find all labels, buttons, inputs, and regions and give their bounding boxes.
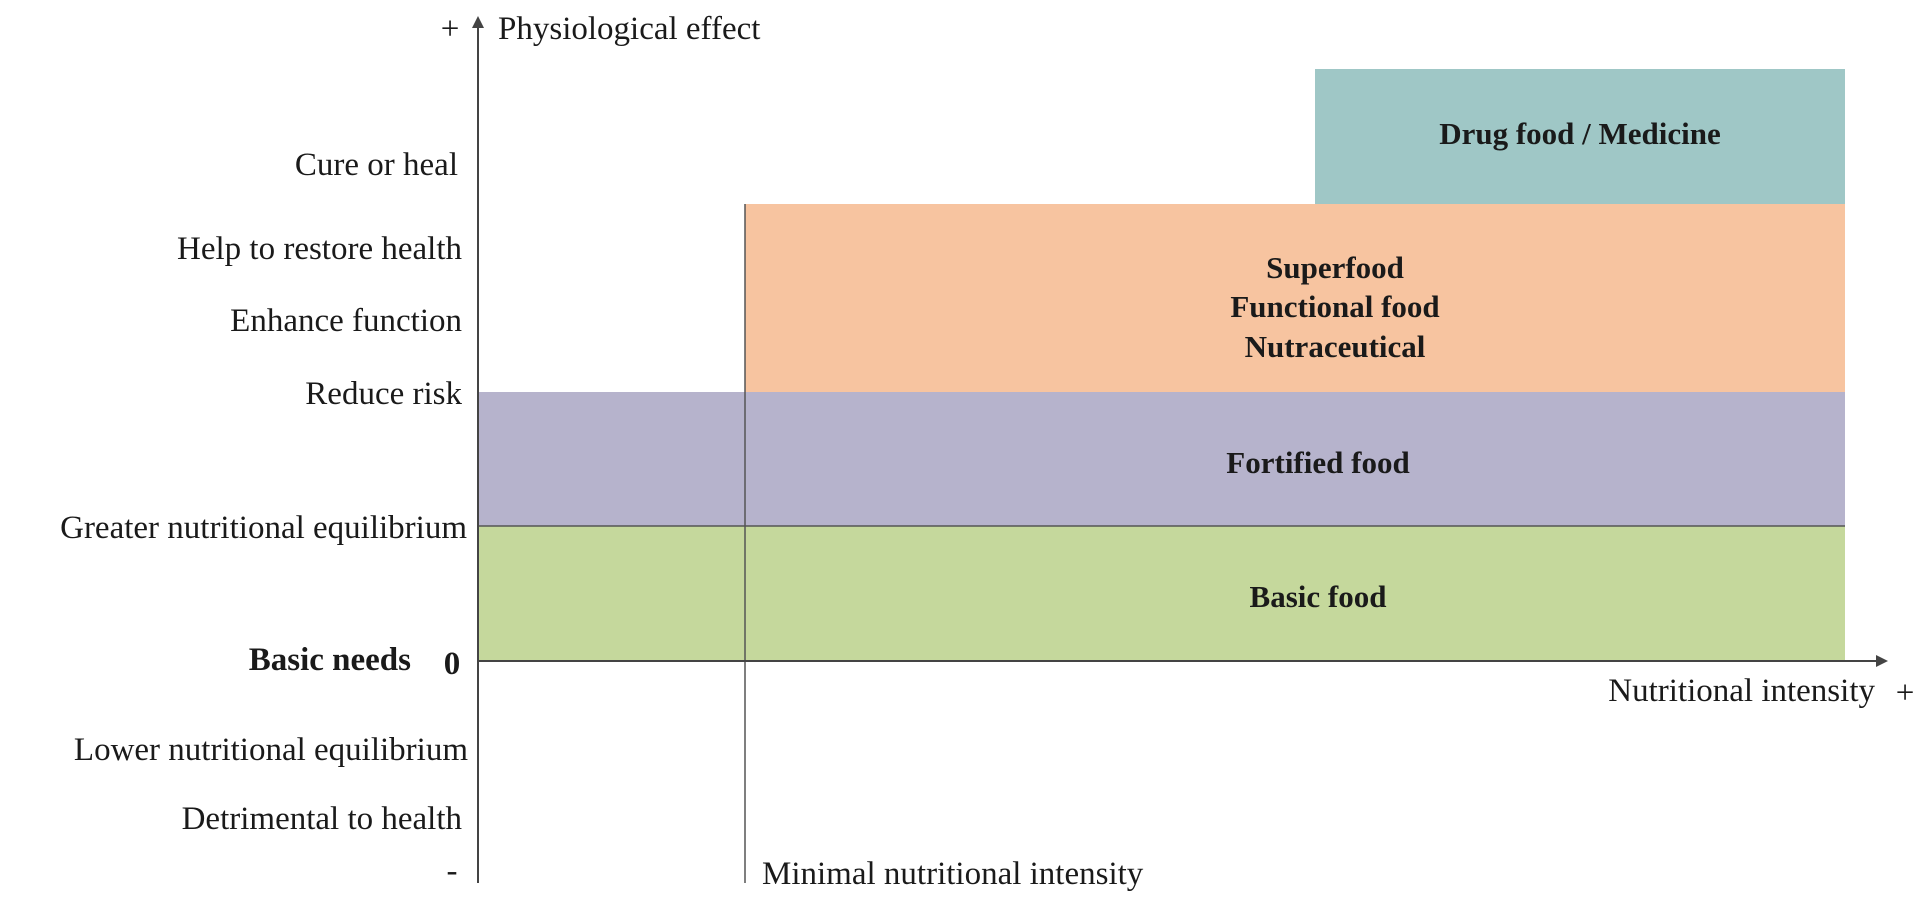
y-level-lower: Lower nutritional equilibrium	[74, 732, 468, 768]
zone-label-drug: Drug food / Medicine	[1439, 116, 1721, 151]
zone-label-basic: Basic food	[1250, 579, 1387, 614]
zone-fortified-food	[478, 392, 1845, 526]
y-level-cure: Cure or heal	[295, 147, 458, 183]
y-level-enhance: Enhance function	[230, 303, 462, 339]
minimal-intensity-label: Minimal nutritional intensity	[762, 856, 1144, 892]
zone-label-nutraceutical: Nutraceutical	[1245, 329, 1426, 364]
y-axis-minus: -	[447, 853, 458, 889]
y-level-detrimental: Detrimental to health	[182, 801, 463, 837]
zone-basic-food	[478, 526, 1845, 661]
x-axis-plus: +	[1896, 675, 1915, 711]
y-level-greater: Greater nutritional equilibrium	[60, 510, 467, 546]
zone-label-superfood: Superfood	[1266, 250, 1404, 285]
zone-superfood	[745, 204, 1845, 392]
y-axis-title: Physiological effect	[498, 11, 760, 47]
x-axis-title: Nutritional intensity	[1608, 673, 1875, 709]
y-level-restore: Help to restore health	[177, 231, 462, 267]
y-axis-plus: +	[441, 11, 460, 47]
zone-label-fortified: Fortified food	[1226, 445, 1409, 480]
y-level-basic-needs: Basic needs	[249, 642, 411, 678]
zone-drug-food	[1315, 69, 1845, 204]
origin-zero: 0	[444, 646, 461, 682]
zone-label-functional-food: Functional food	[1230, 289, 1439, 324]
y-level-reduce: Reduce risk	[305, 376, 462, 412]
